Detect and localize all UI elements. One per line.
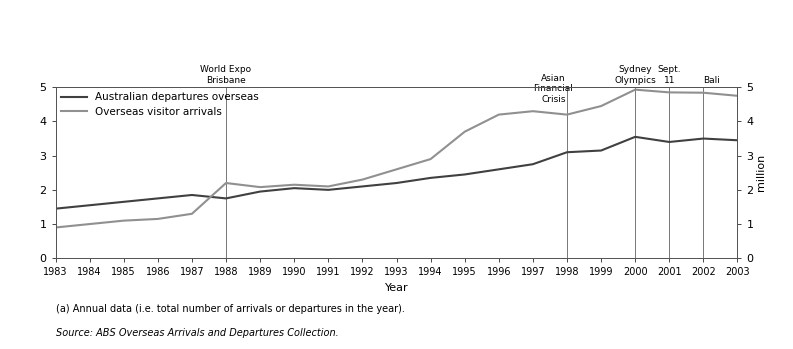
Text: Sydney
Olympics: Sydney Olympics <box>615 65 656 84</box>
Text: (a) Annual data (i.e. total number of arrivals or departures in the year).: (a) Annual data (i.e. total number of ar… <box>56 304 404 314</box>
X-axis label: Year: Year <box>385 283 408 293</box>
Text: World Expo
Brisbane: World Expo Brisbane <box>201 65 251 84</box>
Text: Bali: Bali <box>703 75 720 84</box>
Legend: Australian departures overseas, Overseas visitor arrivals: Australian departures overseas, Overseas… <box>61 92 259 117</box>
Text: Asian
Financial
Crisis: Asian Financial Crisis <box>534 74 573 104</box>
Text: Source: ABS Overseas Arrivals and Departures Collection.: Source: ABS Overseas Arrivals and Depart… <box>56 328 339 338</box>
Y-axis label: million: million <box>757 154 766 191</box>
Text: Sept.
11: Sept. 11 <box>657 65 681 84</box>
